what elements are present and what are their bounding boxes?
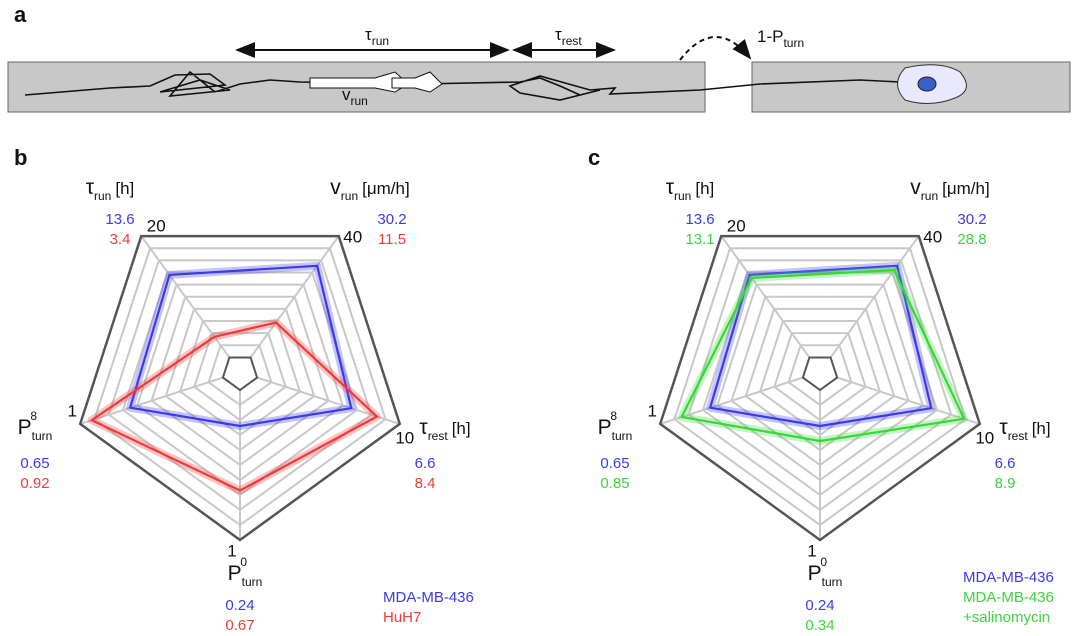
axis-label: Pturn8 — [598, 409, 633, 443]
value-label: 3.4 — [110, 231, 131, 248]
value-label: 11.5 — [378, 231, 406, 248]
subscript: run — [341, 189, 358, 203]
value-label: 30.2 — [377, 211, 406, 228]
value-label: 0.24 — [225, 597, 254, 614]
subscript: run — [674, 189, 691, 203]
panel-label: a — [14, 2, 27, 27]
superscript: 8 — [30, 409, 37, 423]
value-label: 28.8 — [957, 231, 986, 248]
unit: [h] — [695, 179, 714, 198]
axis-label: τrest[h] — [999, 416, 1050, 443]
value-label: 0.24 — [805, 597, 834, 614]
symbol: 1-P — [757, 27, 783, 46]
value-label: 8.4 — [415, 475, 436, 492]
axis-max: 1 — [807, 541, 816, 560]
value-label: 30.2 — [957, 211, 986, 228]
legend-entry: MDA-MB-436 — [383, 588, 483, 608]
subscript: turn — [32, 429, 53, 443]
axis-label: τrest[h] — [419, 416, 470, 443]
subscript: run — [921, 189, 938, 203]
value-label: 6.6 — [995, 455, 1016, 472]
subscript: rest — [428, 429, 449, 443]
legend-entry: HuH7 — [383, 608, 483, 628]
symbol: v — [910, 176, 921, 199]
axis-max: 40 — [923, 228, 942, 247]
figure: a b c τrun τrest vrun 1-Pturn 20τrun[h]1… — [0, 0, 1079, 636]
unit: [h] — [452, 419, 471, 438]
value-label: 0.65 — [600, 455, 629, 472]
unit: [h] — [1032, 419, 1051, 438]
value-label: 13.1 — [685, 231, 714, 248]
panel-label: b — [14, 145, 27, 170]
superscript: 0 — [240, 555, 247, 569]
value-label: 0.65 — [20, 455, 49, 472]
axis-label: τrun[h] — [666, 176, 715, 203]
subscript: turn — [783, 36, 804, 50]
axis-max: 40 — [343, 228, 362, 247]
value-label: 0.67 — [225, 617, 254, 634]
axis-label: vrun [μm/h] — [330, 176, 409, 203]
axis-max: 10 — [975, 428, 994, 447]
unit: [h] — [115, 179, 134, 198]
value-label: 13.6 — [685, 211, 714, 228]
value-label: 13.6 — [105, 211, 134, 228]
value-label: 0.92 — [20, 475, 49, 492]
subscript: run — [372, 34, 389, 48]
axis-max: 20 — [147, 217, 166, 236]
panel-label: c — [588, 145, 600, 170]
inner-ring — [223, 357, 257, 390]
subscript: run — [94, 189, 111, 203]
axis-max: 20 — [727, 217, 746, 236]
subscript: turn — [612, 429, 633, 443]
axis-label: τrun[h] — [86, 176, 135, 203]
turn-label: 1-Pturn — [757, 27, 804, 50]
inner-ring — [803, 357, 837, 390]
axis-label: vrun [μm/h] — [910, 176, 989, 203]
value-label: 0.85 — [600, 475, 629, 492]
axis-label: Pturn8 — [18, 409, 53, 443]
tau-run-label: τrun — [365, 25, 389, 48]
superscript: 0 — [820, 555, 827, 569]
axis-max: 1 — [67, 401, 76, 420]
symbol: v — [330, 176, 341, 199]
subscript: turn — [822, 575, 843, 589]
legend-entry: MDA-MB-436 +salinomycin — [963, 588, 1063, 628]
value-label: 0.34 — [805, 617, 834, 634]
legend: MDA-MB-436HuH7 — [383, 588, 493, 636]
schematic — [8, 37, 1070, 112]
subscript: rest — [1008, 429, 1029, 443]
axis-max: 1 — [227, 541, 236, 560]
value-label: 8.9 — [995, 475, 1016, 492]
unit: [μm/h] — [362, 179, 410, 198]
tau-rest-label: τrest — [555, 25, 582, 48]
axis-max: 1 — [647, 401, 656, 420]
subscript: run — [351, 94, 368, 108]
subscript: rest — [562, 34, 583, 48]
value-label: 6.6 — [415, 455, 436, 472]
axis-max: 10 — [395, 428, 414, 447]
legend-entry: MDA-MB-436 — [963, 568, 1063, 588]
superscript: 8 — [610, 409, 617, 423]
unit: [μm/h] — [942, 179, 990, 198]
subscript: turn — [242, 575, 263, 589]
